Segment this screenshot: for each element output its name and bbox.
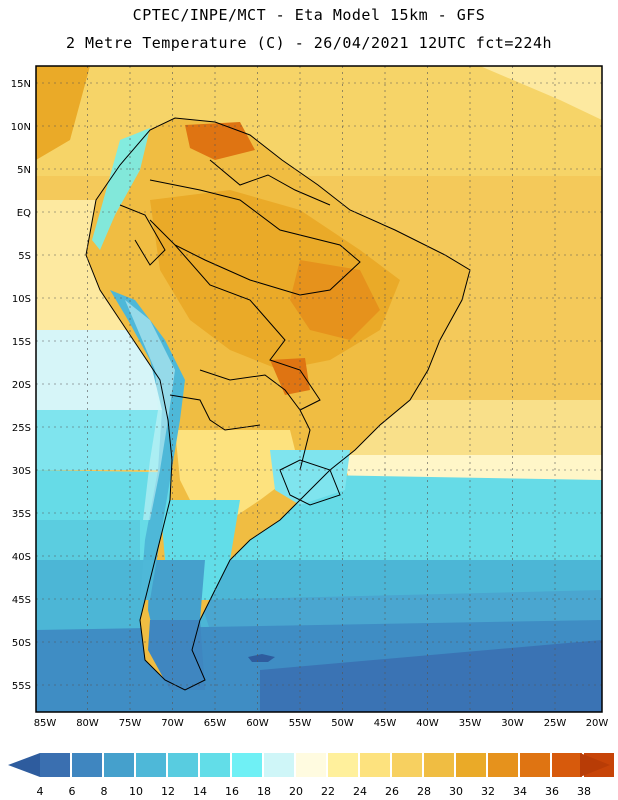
graticule xyxy=(36,66,602,712)
colorbar-label: 6 xyxy=(69,785,76,798)
colorbar-label: 12 xyxy=(161,785,175,798)
lat-label: 40S xyxy=(12,552,31,563)
colorbar-swatch xyxy=(360,753,390,777)
title-line-1: CPTEC/INPE/MCT - Eta Model 15km - GFS xyxy=(132,6,486,24)
colorbar-label: 14 xyxy=(193,785,207,798)
colorbar-label: 36 xyxy=(545,785,559,798)
lon-label: 25W xyxy=(544,718,567,729)
colorbar-label: 38 xyxy=(577,785,591,798)
lat-label: EQ xyxy=(17,208,31,219)
colorbar-label: 32 xyxy=(481,785,495,798)
lon-label: 55W xyxy=(289,718,312,729)
temperature-field xyxy=(36,66,602,712)
lat-label: 35S xyxy=(12,509,31,520)
lon-label: 75W xyxy=(119,718,142,729)
colorbar-swatch xyxy=(328,753,358,777)
colorbar-label: 26 xyxy=(385,785,399,798)
colorbar-label: 20 xyxy=(289,785,303,798)
colorbar-arrow-high xyxy=(580,753,610,777)
colorbar-swatch xyxy=(264,753,294,777)
lon-label: 40W xyxy=(416,718,439,729)
lat-label: 55S xyxy=(12,681,31,692)
lat-label: 15S xyxy=(12,337,31,348)
lon-label: 70W xyxy=(161,718,184,729)
colorbar-swatch xyxy=(424,753,454,777)
country-borders xyxy=(85,117,471,691)
colorbar-label: 28 xyxy=(417,785,431,798)
lat-label: 5S xyxy=(18,251,31,262)
colorbar-swatch xyxy=(104,753,134,777)
colorbar-swatch xyxy=(168,753,198,777)
colorbar-swatch xyxy=(488,753,518,777)
colorbar-label: 10 xyxy=(129,785,143,798)
longitude-labels: 85W 80W 75W 70W 65W 60W 55W 50W 45W 40W … xyxy=(34,718,609,729)
lat-label: 15N xyxy=(11,79,31,90)
lat-label: 20S xyxy=(12,380,31,391)
lon-label: 85W xyxy=(34,718,57,729)
colorbar-swatch xyxy=(392,753,422,777)
colorbar-label: 34 xyxy=(513,785,527,798)
lon-label: 65W xyxy=(204,718,227,729)
latitude-labels: 15N 10N 5N EQ 5S 10S 15S 20S 25S 30S 35S… xyxy=(11,79,31,692)
lon-label: 50W xyxy=(331,718,354,729)
colorbar-label: 24 xyxy=(353,785,367,798)
map-frame xyxy=(35,65,603,713)
colorbar-swatch xyxy=(296,753,326,777)
colorbar-swatch xyxy=(456,753,486,777)
colorbar-label: 18 xyxy=(257,785,271,798)
colorbar-swatch xyxy=(40,753,70,777)
lon-label: 60W xyxy=(246,718,269,729)
title-line-2: 2 Metre Temperature (C) - 26/04/2021 12U… xyxy=(65,34,553,52)
lat-label: 25S xyxy=(12,423,31,434)
colorbar-swatch xyxy=(552,753,582,777)
colorbar-label: 8 xyxy=(101,785,108,798)
colorbar-label: 4 xyxy=(37,785,44,798)
lon-label: 35W xyxy=(459,718,482,729)
lat-label: 5N xyxy=(17,165,31,176)
colorbar: 4 6 8 10 12 14 16 18 20 22 24 26 28 30 3… xyxy=(8,753,614,798)
colorbar-arrow-low xyxy=(8,753,40,777)
colorbar-label: 16 xyxy=(225,785,239,798)
colorbar-swatch xyxy=(136,753,166,777)
lat-label: 10S xyxy=(12,294,31,305)
colorbar-swatch xyxy=(232,753,262,777)
colorbar-label: 22 xyxy=(321,785,335,798)
lon-label: 30W xyxy=(501,718,524,729)
colorbar-swatch xyxy=(520,753,550,777)
lon-label: 20W xyxy=(586,718,609,729)
lat-label: 10N xyxy=(11,122,31,133)
lat-label: 30S xyxy=(12,466,31,477)
lat-label: 45S xyxy=(12,595,31,606)
colorbar-label: 30 xyxy=(449,785,463,798)
lat-label: 50S xyxy=(12,638,31,649)
lon-label: 80W xyxy=(76,718,99,729)
colorbar-swatch xyxy=(72,753,102,777)
colorbar-swatch xyxy=(200,753,230,777)
lon-label: 45W xyxy=(374,718,397,729)
